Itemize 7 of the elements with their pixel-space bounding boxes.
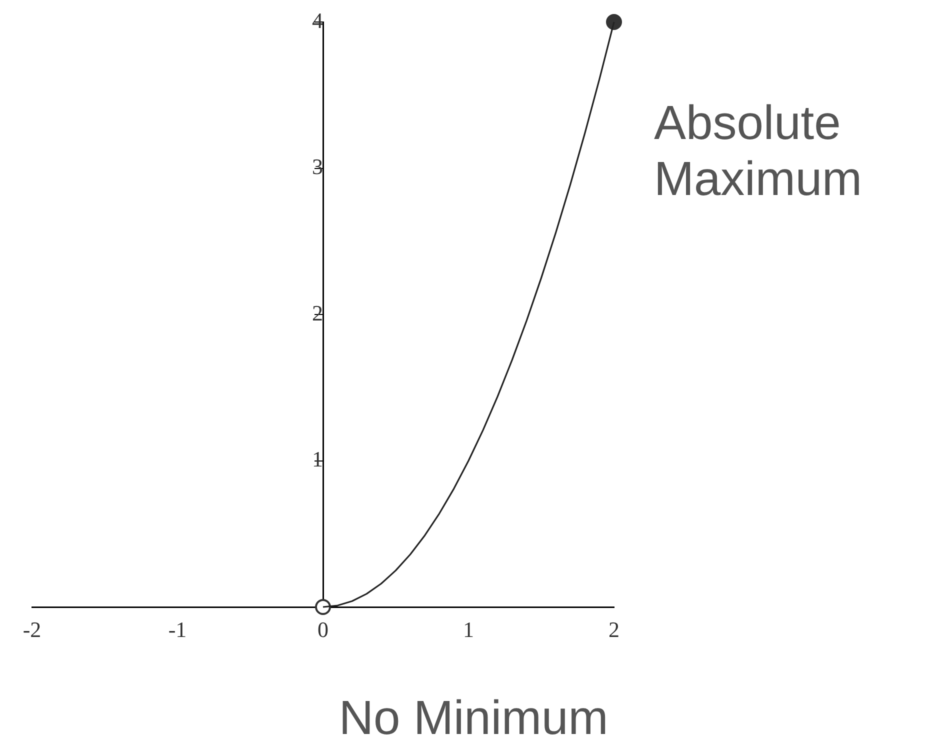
x-tick-label: -1: [168, 616, 187, 642]
x-tick-label: 1: [463, 616, 474, 642]
annotation: No Minimum: [338, 692, 608, 746]
x-tick-label: 0: [318, 616, 328, 642]
x-tick-label: 2: [608, 616, 620, 642]
x-tick-label: -2: [22, 616, 42, 642]
annotation: Absolute Maximum: [654, 97, 862, 206]
